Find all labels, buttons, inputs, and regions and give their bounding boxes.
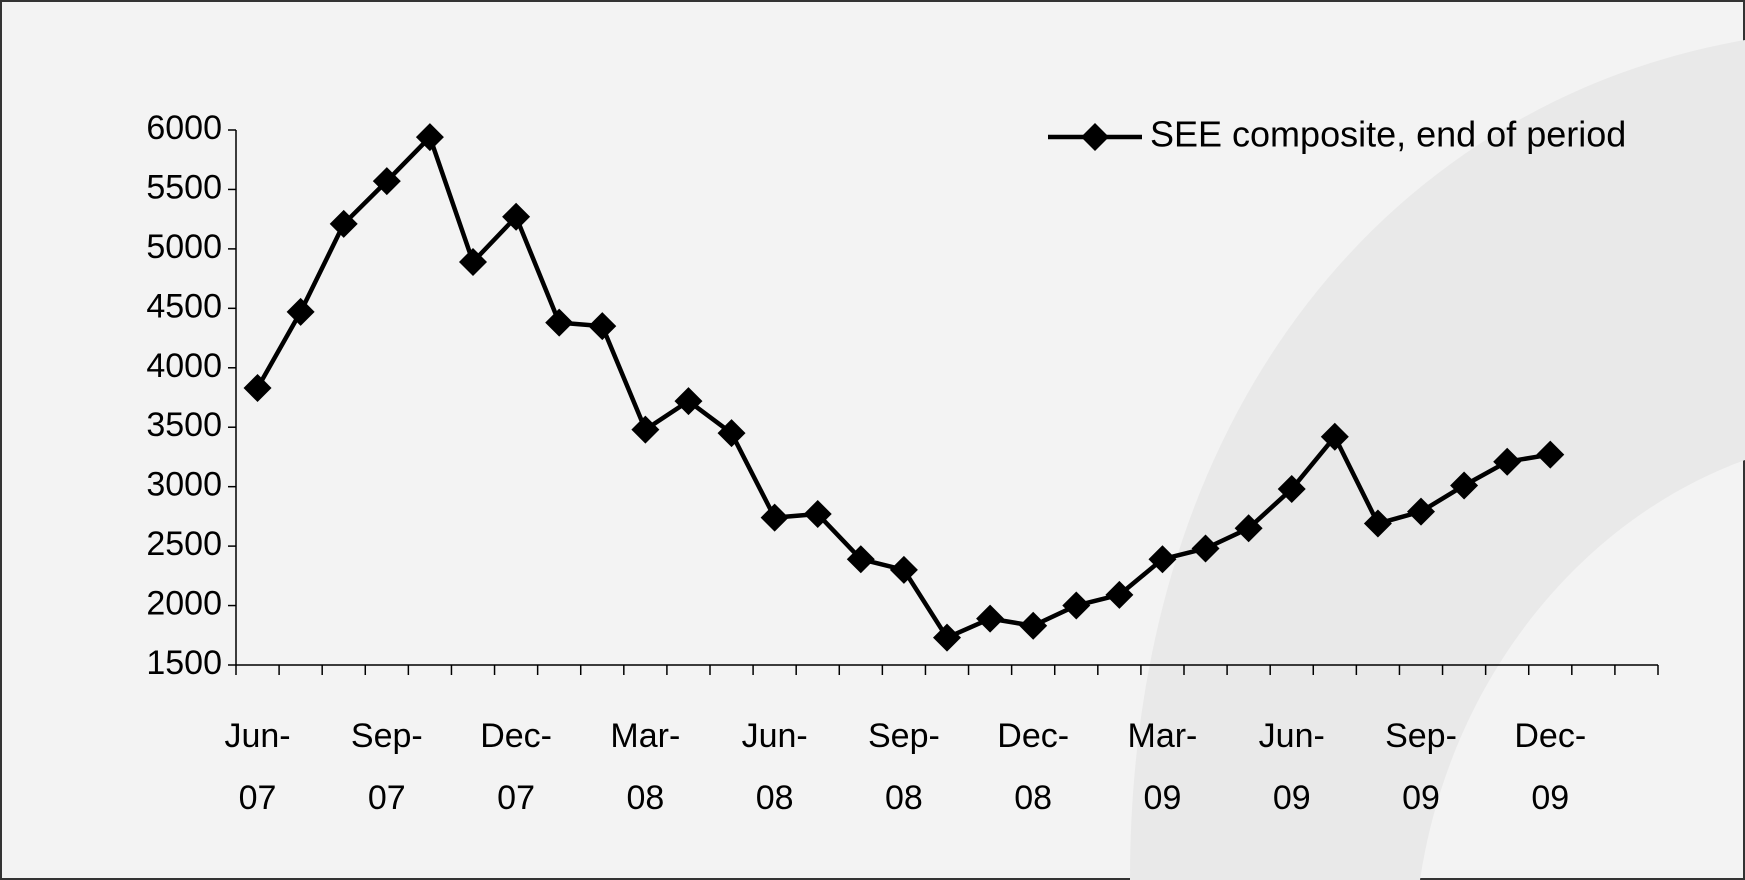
marker [286, 297, 315, 326]
marker [1234, 514, 1263, 543]
marker [329, 209, 358, 238]
x-tick-label: Sep-08 [868, 717, 940, 817]
y-tick-label: 6000 [146, 109, 222, 147]
x-tick-label: Mar-09 [1128, 717, 1198, 817]
y-tick-label: 4500 [146, 287, 222, 325]
x-tick-label: Sep-07 [351, 717, 423, 817]
marker [631, 415, 660, 444]
marker [243, 373, 272, 402]
y-tick-label: 5500 [146, 168, 222, 206]
marker [1148, 545, 1177, 574]
marker [889, 555, 918, 584]
x-tick-label: Sep-09 [1385, 717, 1457, 817]
marker [1363, 509, 1392, 538]
marker [1191, 534, 1220, 563]
marker [1536, 440, 1565, 469]
x-tick-label: Dec-07 [480, 717, 552, 817]
marker [588, 312, 617, 341]
marker [545, 308, 574, 337]
x-tick-label: Mar-08 [610, 717, 680, 817]
marker [1062, 591, 1091, 620]
marker [1105, 580, 1134, 609]
marker [1019, 611, 1048, 640]
y-tick-label: 5000 [146, 228, 222, 266]
y-tick-label: 3000 [146, 466, 222, 504]
x-tick-label: Dec-09 [1514, 717, 1586, 817]
marker [1407, 497, 1435, 526]
marker [372, 167, 401, 196]
plot: 1500 2000 2500 3000 3500 4000 4500 5000 5500 6000… [146, 109, 1659, 817]
marker [415, 123, 444, 152]
marker [717, 419, 746, 448]
marker [803, 500, 832, 529]
x-tick-label: Dec-08 [997, 717, 1069, 817]
x-tick-label: Jun-08 [742, 717, 808, 817]
marker [760, 503, 789, 532]
y-tick-label: 4000 [146, 347, 222, 385]
marker [674, 387, 703, 416]
background-swoosh [1130, 40, 1745, 880]
marker [1320, 422, 1349, 451]
x-tick-label: Jun-09 [1259, 717, 1325, 817]
marker [502, 202, 531, 231]
y-tick-label: 1500 [146, 644, 222, 682]
marker [459, 247, 487, 276]
marker [933, 623, 961, 652]
marker [1450, 471, 1479, 500]
marker [1493, 447, 1522, 476]
marker [846, 545, 875, 574]
marker [976, 604, 1005, 633]
marker [1277, 475, 1306, 504]
y-tick-label: 3500 [146, 406, 222, 444]
x-tick-label: Jun-07 [224, 717, 290, 817]
y-tick-label: 2500 [146, 525, 222, 563]
y-tick-label: 2000 [146, 585, 222, 623]
legend-marker [1081, 123, 1109, 151]
legend-label: SEE composite, end of period [1150, 114, 1626, 155]
